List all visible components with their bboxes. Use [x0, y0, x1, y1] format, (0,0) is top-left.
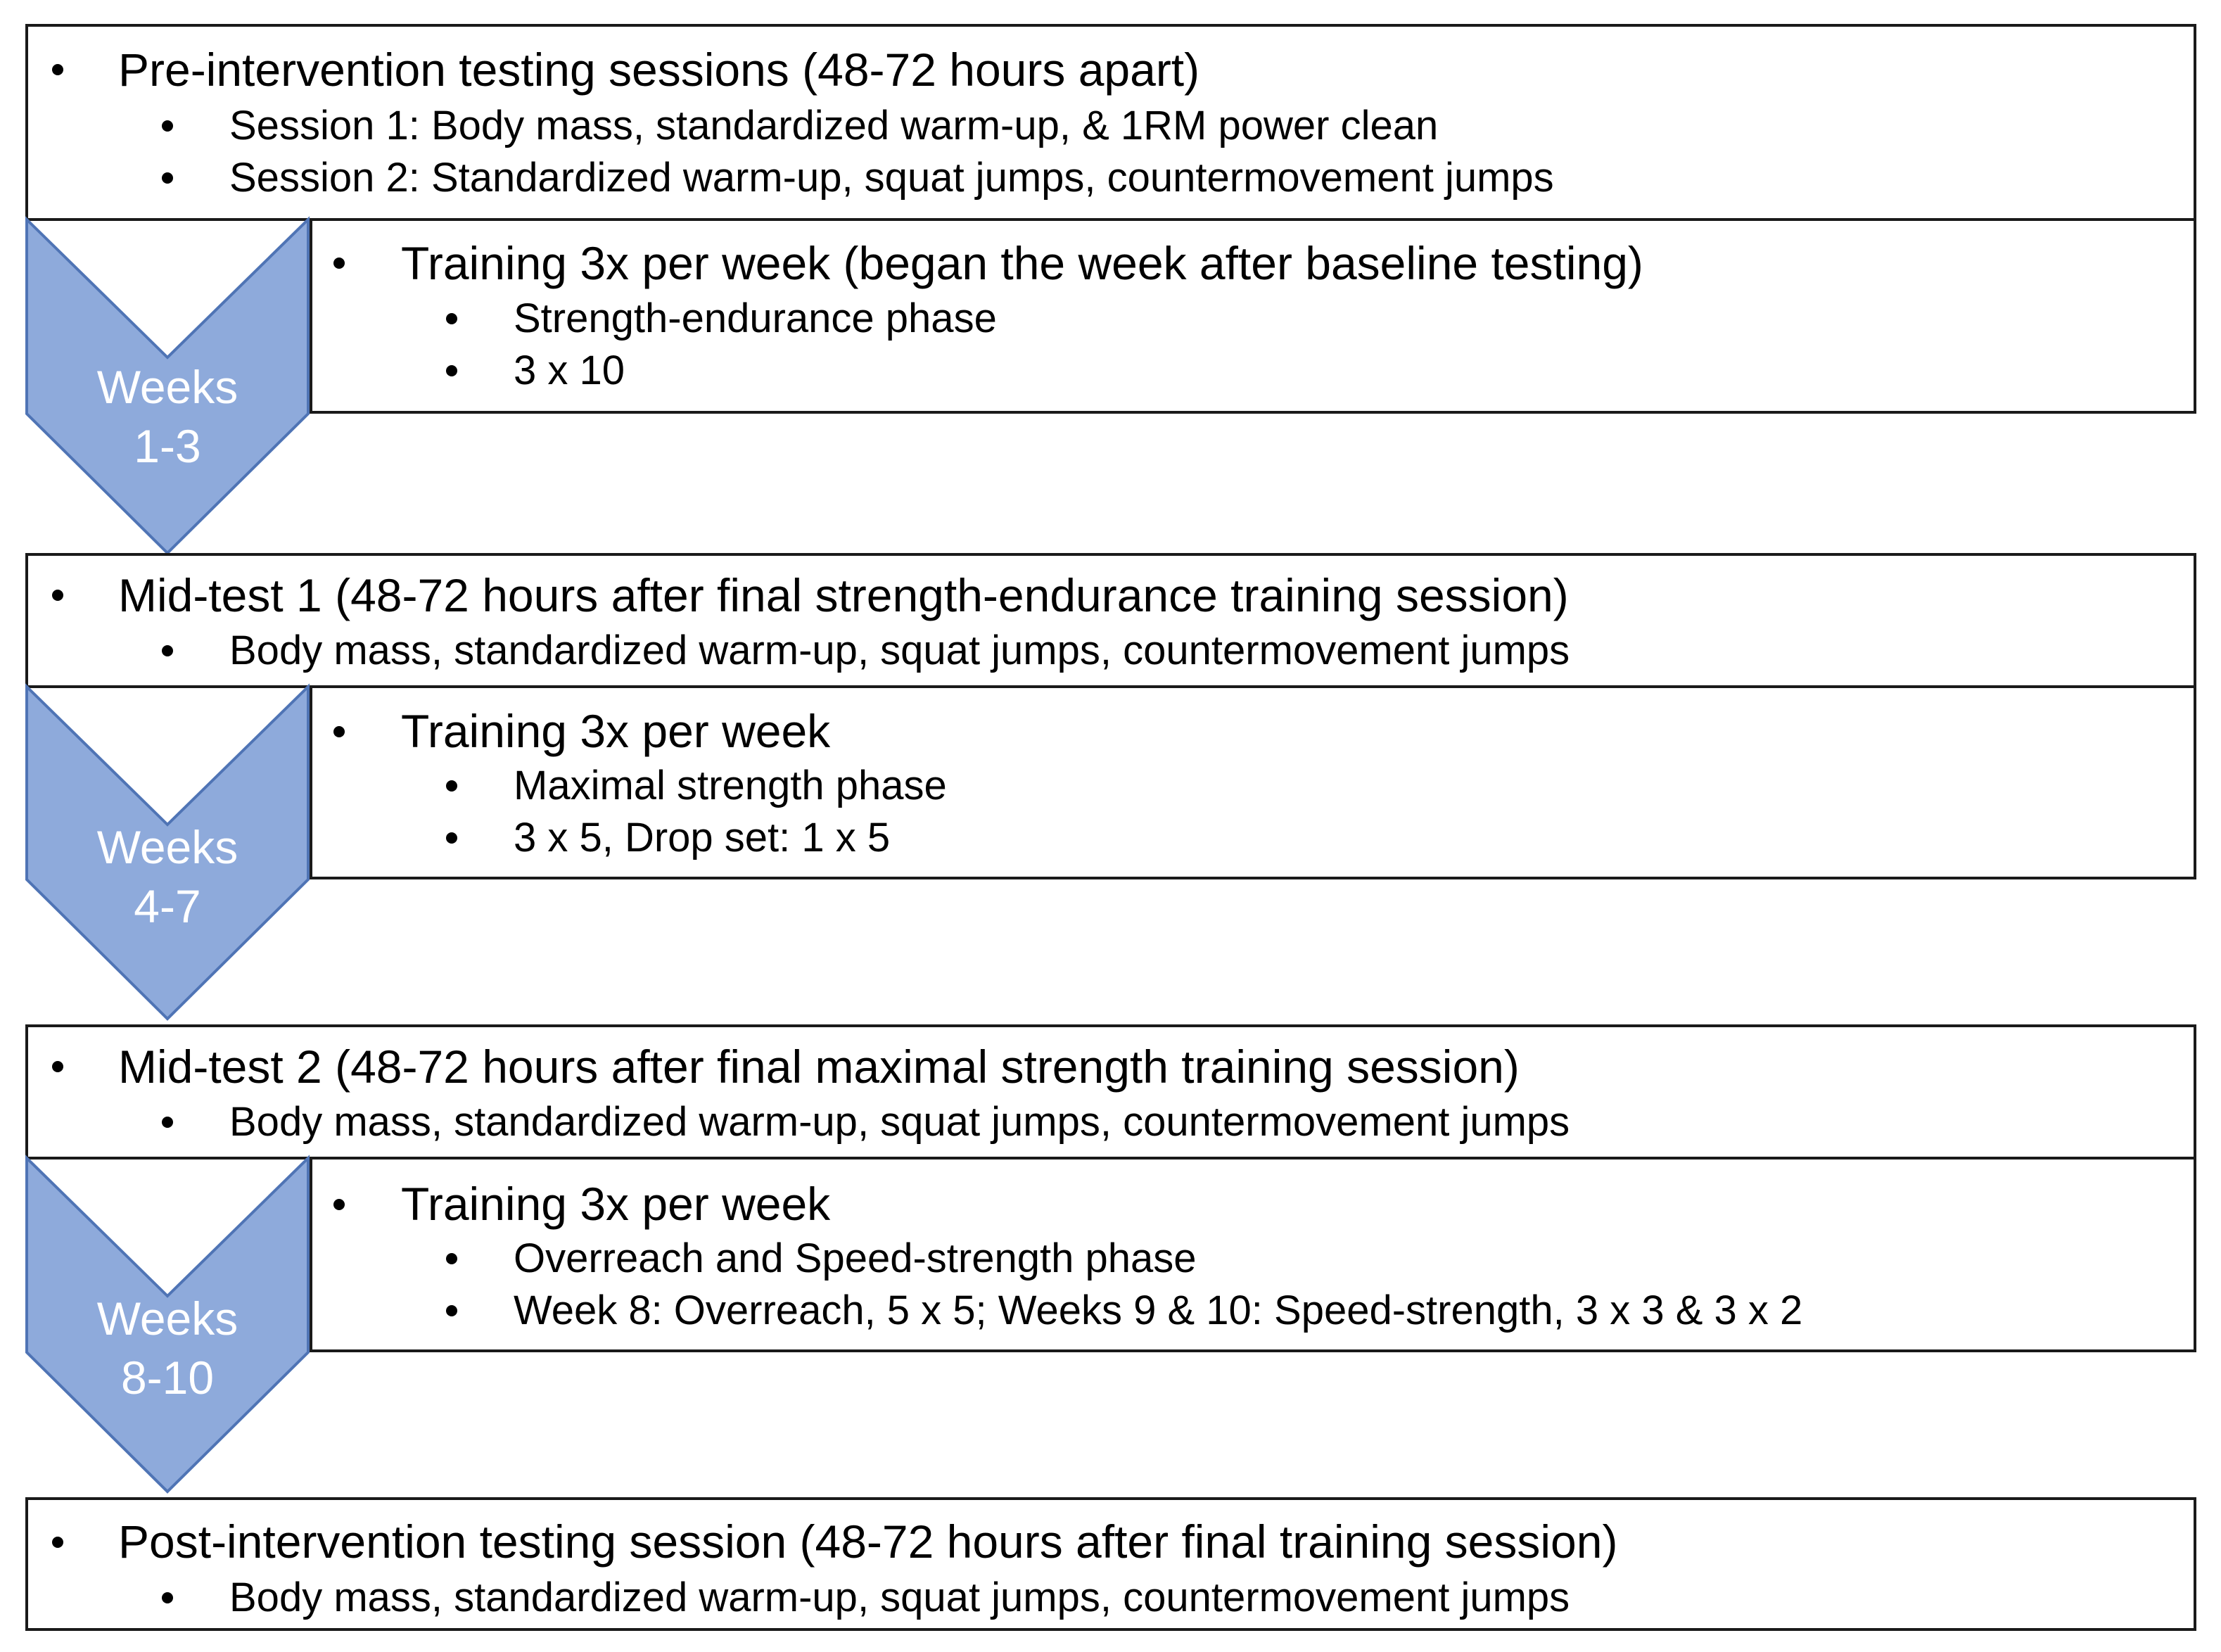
phase3-item-2: Week 8: Overreach, 5 x 5; Weeks 9 & 10: …: [514, 1288, 1803, 1333]
pre-intervention-box: [25, 24, 2196, 221]
mid-test-1-box: [25, 553, 2196, 688]
post-intervention-title: Post-intervention testing session (48-72…: [118, 1516, 1618, 1568]
phase1-chevron: [25, 216, 310, 555]
bullet-icon: [446, 313, 457, 324]
mid-test-1-title: Mid-test 1 (48-72 hours after final stre…: [118, 569, 1569, 621]
pre-session-2: Session 2: Standardized warm-up, squat j…: [229, 155, 1554, 201]
phase3-chevron: [25, 1155, 310, 1494]
phase2-item-2: 3 x 5, Drop set: 1 x 5: [514, 815, 891, 860]
bullet-icon: [446, 780, 457, 792]
bullet-icon: [446, 1305, 457, 1316]
phase1-weeks-word: Weeks: [96, 361, 238, 413]
mid-test-2-item: Body mass, standardized warm-up, squat j…: [229, 1099, 1570, 1145]
phase2-weeks-label: Weeks 4-7: [27, 818, 308, 936]
bullet-icon: [333, 726, 345, 737]
phase3-training-box: [310, 1157, 2196, 1352]
phase2-title: Training 3x per week: [401, 705, 831, 757]
phase1-weeks-range: 1-3: [134, 420, 201, 472]
phase1-item-1: Strength-endurance phase: [514, 296, 997, 341]
mid-test-2-title: Mid-test 2 (48-72 hours after final maxi…: [118, 1041, 1520, 1093]
bullet-icon: [162, 1592, 173, 1603]
phase2-chevron-shape: [25, 683, 310, 1021]
bullet-icon: [52, 1537, 63, 1548]
phase2-item-1: Maximal strength phase: [514, 763, 947, 808]
bullet-icon: [52, 590, 63, 601]
phase3-title: Training 3x per week: [401, 1178, 831, 1230]
bullet-icon: [446, 365, 457, 376]
bullet-icon: [162, 1117, 173, 1128]
phase3-weeks-word: Weeks: [96, 1292, 238, 1345]
post-intervention-item: Body mass, standardized warm-up, squat j…: [229, 1575, 1570, 1620]
phase1-title: Training 3x per week (began the week aft…: [401, 237, 1643, 289]
phase3-weeks-range: 8-10: [120, 1352, 215, 1404]
bullet-icon: [162, 120, 173, 132]
bullet-icon: [162, 645, 173, 656]
bullet-icon: [162, 172, 173, 184]
bullet-icon: [333, 258, 345, 269]
mid-test-1-item: Body mass, standardized warm-up, squat j…: [229, 628, 1570, 673]
bullet-icon: [446, 832, 457, 844]
bullet-icon: [446, 1253, 457, 1264]
phase2-weeks-range: 4-7: [134, 880, 201, 932]
phase1-chevron-shape: [25, 216, 310, 555]
bullet-icon: [333, 1199, 345, 1210]
phase3-chevron-shape: [25, 1155, 310, 1494]
phase1-item-2: 3 x 10: [514, 348, 625, 393]
post-intervention-box: [25, 1497, 2196, 1631]
phase2-chevron: [25, 683, 310, 1021]
phase3-item-1: Overreach and Speed-strength phase: [514, 1235, 1197, 1281]
phase1-weeks-label: Weeks 1-3: [27, 357, 308, 476]
mid-test-2-box: [25, 1024, 2196, 1159]
pre-intervention-title: Pre-intervention testing sessions (48-72…: [118, 44, 1200, 96]
phase1-training-box: [310, 218, 2196, 414]
bullet-icon: [52, 64, 63, 75]
bullet-icon: [52, 1061, 63, 1072]
phase3-weeks-label: Weeks 8-10: [27, 1289, 308, 1407]
phase2-weeks-word: Weeks: [96, 821, 238, 873]
pre-session-1: Session 1: Body mass, standardized warm-…: [229, 103, 1439, 148]
phase2-training-box: [310, 685, 2196, 879]
